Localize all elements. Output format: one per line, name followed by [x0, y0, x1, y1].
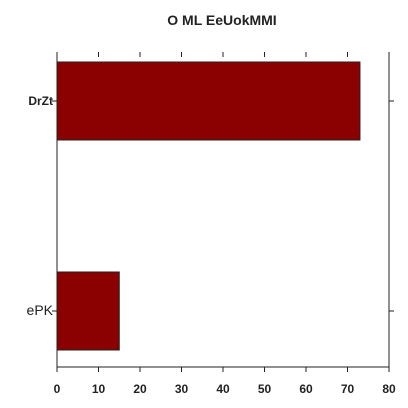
x-tick-label: 10 [92, 382, 106, 396]
bars-group [56, 61, 361, 351]
y-tick-label: DrZt [28, 94, 53, 108]
x-tick-label: 50 [258, 382, 272, 396]
y-tick-label: ePK [27, 302, 54, 318]
x-tick-label: 0 [54, 382, 61, 396]
x-tick-label: 30 [175, 382, 189, 396]
axes-group: DrZt ePK 0 10 20 30 40 50 60 70 80 [27, 52, 396, 396]
bar-ePK [56, 271, 120, 351]
x-tick-label: 60 [299, 382, 313, 396]
x-tick-label: 70 [341, 382, 355, 396]
x-tick-label: 80 [382, 382, 396, 396]
x-tick-label: 40 [216, 382, 230, 396]
bar-DrZt [56, 61, 361, 141]
chart-title: O ML EeUokMMI [167, 12, 276, 28]
x-tick-label: 20 [133, 382, 147, 396]
